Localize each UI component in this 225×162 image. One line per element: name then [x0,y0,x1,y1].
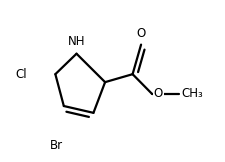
Text: CH₃: CH₃ [181,87,203,100]
Text: Br: Br [50,139,63,152]
Text: O: O [154,87,163,100]
Text: Cl: Cl [15,68,27,81]
Text: NH: NH [68,35,85,48]
Text: O: O [136,27,146,40]
